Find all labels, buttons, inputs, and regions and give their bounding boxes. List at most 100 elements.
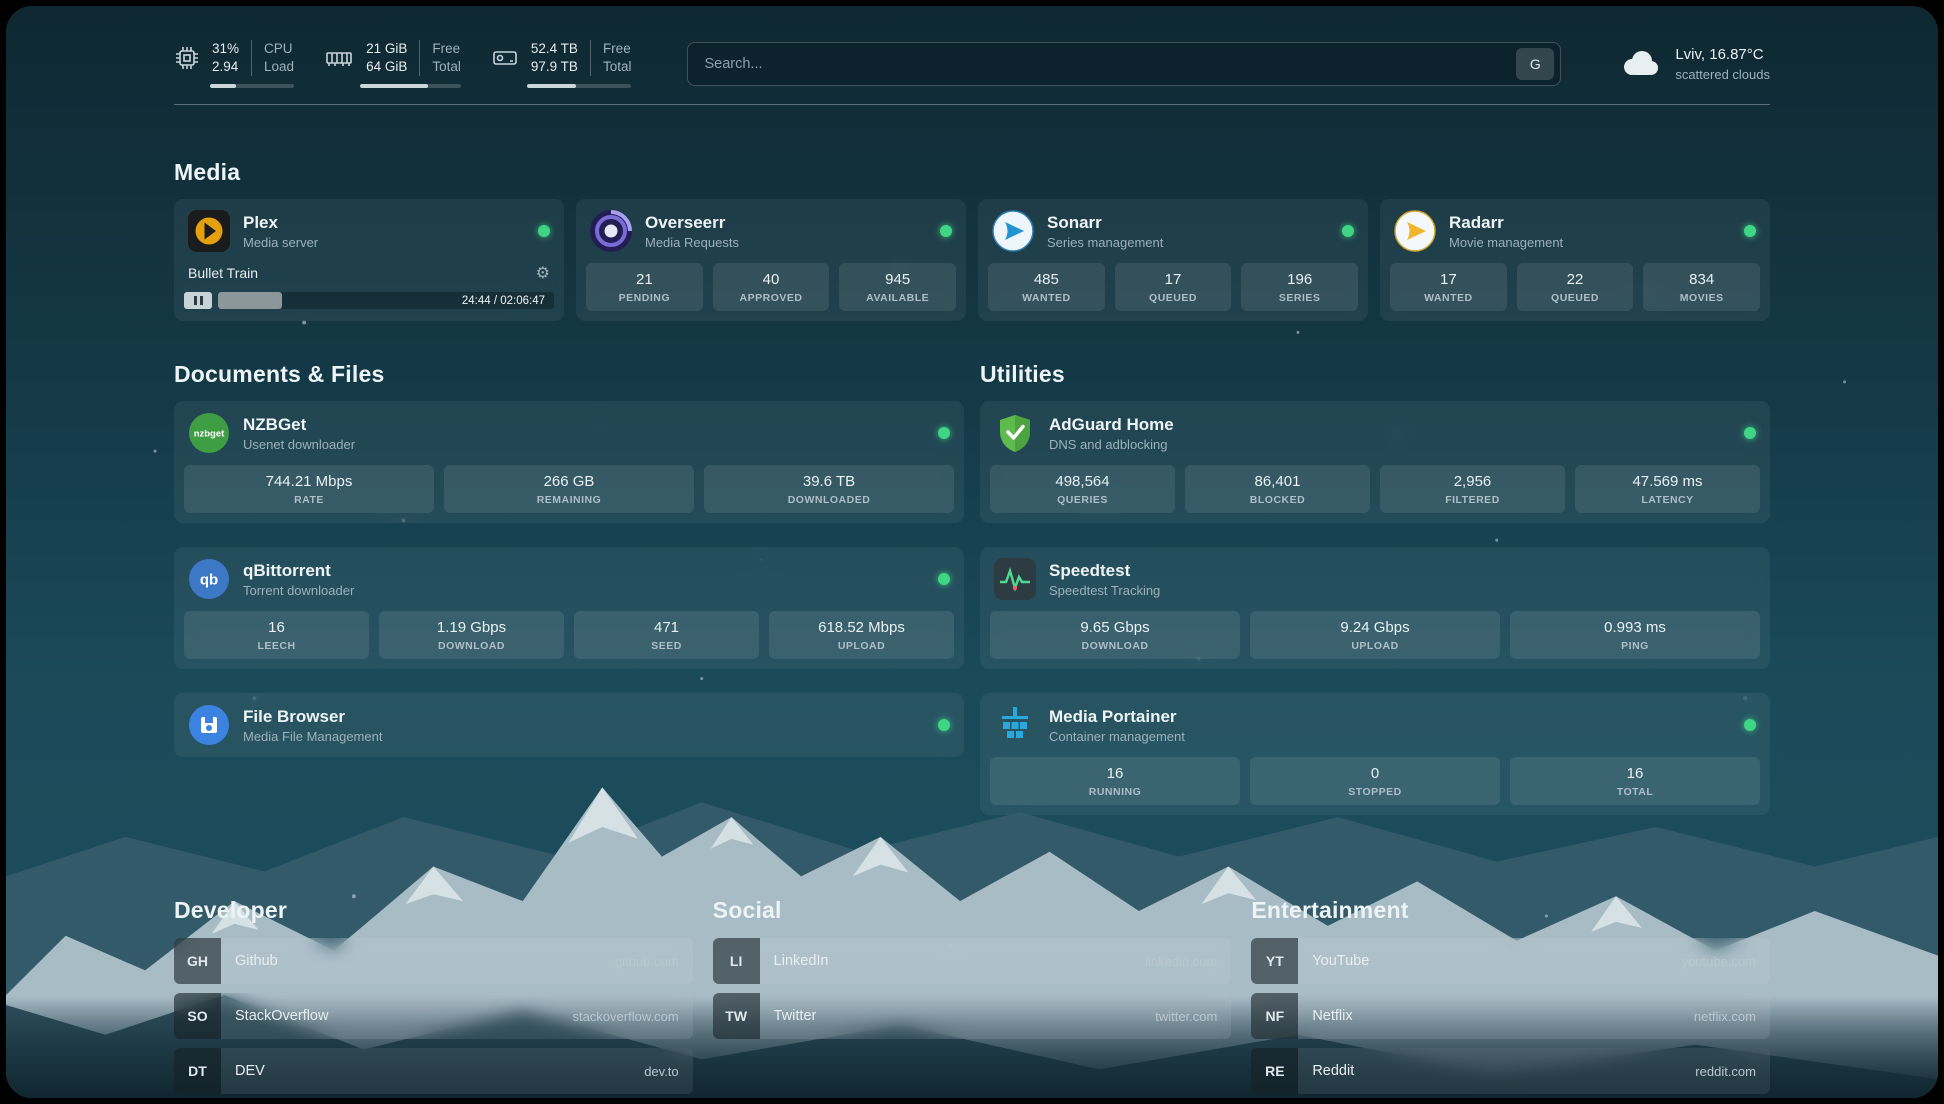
stat-movies: 834 MOVIES	[1643, 263, 1761, 312]
cpu-progress-bar	[210, 84, 295, 89]
stat-queued: 22 QUEUED	[1516, 263, 1634, 312]
disk-total: 97.9 TB	[530, 59, 578, 75]
app-card-qbittorrent[interactable]: qb qBittorrent Torrent downloader 16 LEEC…	[174, 547, 964, 670]
stat-downloaded: 39.6 TB DOWNLOADED	[704, 465, 954, 514]
youtube-badge: YT	[1251, 938, 1299, 985]
app-subtitle: Series management	[1047, 234, 1164, 250]
app-card-filebrowser[interactable]: File Browser Media File Management	[174, 693, 964, 758]
link-linkedin[interactable]: LI LinkedIn linkedin.com	[712, 938, 1232, 985]
link-youtube[interactable]: YT YouTube youtube.com	[1251, 938, 1770, 985]
weather-location-temp: Lviv, 16.87°C	[1675, 46, 1764, 64]
netflix-badge: NF	[1251, 993, 1299, 1040]
hard-drive-icon	[491, 45, 519, 71]
app-title: Sonarr	[1047, 212, 1102, 232]
qbittorrent-icon: qb	[188, 558, 230, 600]
sonarr-icon	[992, 210, 1034, 253]
app-card-portainer[interactable]: Media Portainer Container management 16 R…	[980, 693, 1770, 816]
reddit-badge: RE	[1251, 1048, 1299, 1095]
app-card-radarr[interactable]: Radarr Movie management 17 WANTED 22 QUEUE…	[1380, 199, 1770, 322]
section-title-entertainment: Entertainment	[1251, 897, 1409, 924]
stat-stopped: 0 STOPPED	[1250, 757, 1500, 806]
stat-queries: 498,564 QUERIES	[990, 465, 1175, 514]
dashboard-panel: 31% 2.94 CPU Load 21 GiB	[6, 6, 1938, 1098]
app-card-adguard[interactable]: AdGuard Home DNS and adblocking 498,564 Q…	[980, 401, 1770, 524]
app-subtitle: Media server	[243, 234, 319, 250]
search-input[interactable]	[704, 56, 1517, 73]
nzbget-icon: nzbget	[188, 412, 230, 454]
disk-widget: 52.4 TB 97.9 TB Free Total	[491, 40, 632, 89]
app-title: Radarr	[1449, 212, 1504, 232]
stat-wanted: 17 WANTED	[1390, 263, 1507, 312]
section-title-developer: Developer	[174, 897, 288, 924]
link-github[interactable]: GH Github github.com	[174, 938, 693, 985]
ram-progress-bar	[360, 84, 461, 89]
section-title-documents: Documents & Files	[174, 361, 385, 388]
link-dev-to[interactable]: DT DEV dev.to	[174, 1048, 693, 1095]
stat-wanted: 485 WANTED	[988, 263, 1105, 312]
radarr-icon	[1394, 210, 1436, 253]
app-card-speedtest[interactable]: Speedtest Speedtest Tracking 9.65 Gbps DO…	[980, 547, 1770, 670]
app-subtitle: Media File Management	[243, 728, 383, 744]
status-online-dot	[538, 225, 550, 238]
section-documents: Documents & Files nzbget NZBGet Usenet d…	[174, 361, 964, 758]
topbar: 31% 2.94 CPU Load 21 GiB	[174, 40, 1770, 89]
app-subtitle: Usenet downloader	[243, 436, 356, 452]
stat-blocked: 86,401 BLOCKED	[1185, 465, 1370, 514]
cpu-load: 2.94	[212, 59, 239, 75]
app-subtitle: Container management	[1049, 728, 1185, 744]
gear-icon[interactable]: ⚙	[535, 265, 550, 283]
ram-free: 21 GiB	[366, 41, 408, 56]
overseerr-icon	[590, 210, 632, 253]
disk-progress-bar	[526, 84, 632, 89]
status-online-dot	[1744, 427, 1756, 440]
topbar-divider	[174, 104, 1770, 106]
status-online-dot	[938, 573, 950, 586]
stat-remaining: 266 GB REMAINING	[444, 465, 694, 514]
app-title: AdGuard Home	[1049, 414, 1174, 434]
section-title-social: Social	[712, 897, 782, 924]
section-developer: Developer GH Github github.com SO StackO…	[174, 897, 693, 1098]
cpu-widget: 31% 2.94 CPU Load	[174, 40, 295, 89]
app-title: Overseerr	[645, 212, 726, 232]
cpu-label-2: Load	[264, 59, 295, 75]
weather-widget: Lviv, 16.87°C scattered clouds	[1617, 45, 1770, 83]
github-badge: GH	[174, 938, 221, 985]
app-card-overseerr[interactable]: Overseerr Media Requests 21 PENDING 40 APP…	[576, 199, 966, 322]
ram-widget: 21 GiB 64 GiB Free Total	[324, 40, 461, 89]
svg-text:qb: qb	[200, 572, 218, 589]
link-netflix[interactable]: NF Netflix netflix.com	[1251, 993, 1770, 1040]
cpu-chip-icon	[174, 45, 200, 71]
section-social: Social LI LinkedIn linkedin.com TW Twitt…	[712, 897, 1232, 1098]
stackoverflow-badge: SO	[174, 993, 221, 1040]
stat-download: 1.19 Gbps DOWNLOAD	[379, 611, 564, 660]
ram-label-2: Total	[432, 59, 461, 75]
link-twitter[interactable]: TW Twitter twitter.com	[712, 993, 1232, 1040]
app-card-nzbget[interactable]: nzbget NZBGet Usenet downloader 744.21 M…	[174, 401, 964, 524]
disk-label-2: Total	[602, 59, 632, 75]
stat-total: 16 TOTAL	[1510, 757, 1760, 806]
twitter-badge: TW	[712, 993, 760, 1040]
pause-button[interactable]	[184, 292, 212, 310]
status-online-dot	[938, 427, 950, 440]
stat-latency: 47.569 ms LATENCY	[1575, 465, 1760, 514]
link-stackoverflow[interactable]: SO StackOverflow stackoverflow.com	[174, 993, 693, 1040]
status-online-dot	[1744, 719, 1756, 732]
weather-condition: scattered clouds	[1675, 66, 1770, 82]
search-bar[interactable]: G	[687, 42, 1562, 87]
stat-series: 196 SERIES	[1241, 263, 1359, 312]
status-online-dot	[1342, 225, 1354, 238]
playback-progress-bar[interactable]: 24:44 / 02:06:47	[218, 292, 554, 310]
adguard-icon	[994, 412, 1036, 454]
stat-available: 945 AVAILABLE	[839, 263, 957, 312]
stat-approved: 40 APPROVED	[712, 263, 830, 312]
stat-seed: 471 SEED	[574, 611, 759, 660]
plex-icon	[188, 210, 230, 253]
portainer-icon	[994, 704, 1036, 746]
ram-icon	[324, 45, 354, 71]
stat-pending: 21 PENDING	[586, 263, 703, 312]
app-card-plex[interactable]: Plex Media server Bullet Train ⚙ 24:4	[174, 199, 564, 322]
app-subtitle: Speedtest Tracking	[1049, 582, 1161, 598]
link-reddit[interactable]: RE Reddit reddit.com	[1251, 1048, 1770, 1095]
app-card-sonarr[interactable]: Sonarr Series management 485 WANTED 17 QUE…	[978, 199, 1368, 322]
stat-upload: 9.24 Gbps UPLOAD	[1250, 611, 1500, 660]
